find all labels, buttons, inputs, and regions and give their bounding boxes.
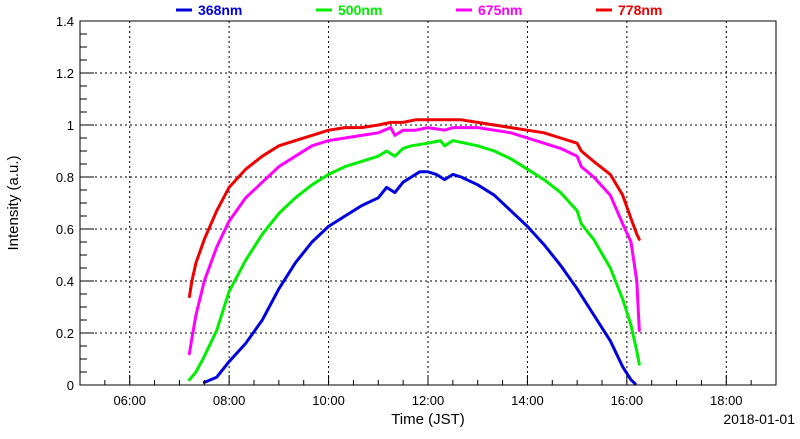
tick-layer: 06:00 08:00 10:00 12:00 14:00 16:00 18:00 0 0.2 0… — [56, 14, 777, 408]
legend-label: 500nm — [338, 2, 382, 18]
series-line-368nm — [202, 170, 637, 386]
x-tick-label: 16:00 — [611, 393, 644, 408]
y-tick-label: 0.8 — [56, 170, 74, 185]
x-tick-label: 18:00 — [710, 393, 743, 408]
x-tick-label: 10:00 — [312, 393, 345, 408]
y-tick-label: 1 — [67, 118, 74, 133]
series-line-675nm — [187, 126, 641, 356]
y-tick-label: 0.4 — [56, 274, 74, 289]
y-axis-title: Intensity (a.u.) — [5, 155, 22, 250]
x-tick-label: 14:00 — [511, 393, 544, 408]
y-tick-label: 0 — [67, 378, 74, 393]
x-tick-label: 08:00 — [213, 393, 246, 408]
legend-label: 778nm — [618, 2, 662, 18]
legend: 368nm 500nm 675nm 778nm — [176, 2, 662, 18]
y-tick-label: 1.2 — [56, 66, 74, 81]
x-axis-title: Time (JST) — [391, 411, 465, 428]
x-tick-label: 12:00 — [412, 393, 445, 408]
y-tick-label: 1.4 — [56, 14, 74, 29]
legend-label: 675nm — [478, 2, 522, 18]
legend-label: 368nm — [198, 2, 242, 18]
series-layer — [187, 118, 641, 386]
series-line-778nm — [187, 118, 641, 299]
date-label: 2018-01-01 — [723, 411, 795, 427]
series-line-500nm — [187, 139, 641, 382]
x-tick-label: 06:00 — [113, 393, 146, 408]
y-tick-label: 0.2 — [56, 326, 74, 341]
y-tick-label: 0.6 — [56, 222, 74, 237]
